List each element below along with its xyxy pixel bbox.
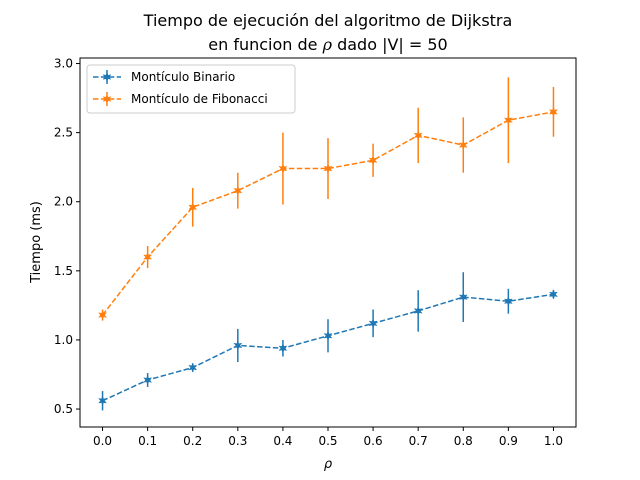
data-point xyxy=(548,289,558,300)
data-point xyxy=(548,106,558,118)
data-point xyxy=(323,330,333,342)
chart-title-prefix: en funcion de xyxy=(208,35,322,54)
series-1 xyxy=(98,77,558,321)
legend-entry-fibonacci: Montículo de Fibonacci xyxy=(93,92,268,106)
x-tick-label: 0.8 xyxy=(454,434,473,448)
data-point xyxy=(98,309,108,321)
x-axis: 0.0 0.1 0.2 0.3 0.4 0.5 0.6 0.7 0.8 0.9 1.0 xyxy=(93,427,563,448)
data-point xyxy=(368,155,378,166)
data-point xyxy=(278,342,288,354)
x-tick-label: 0.3 xyxy=(228,434,247,448)
y-tick-label: 1.0 xyxy=(54,333,73,347)
plot-marks xyxy=(98,77,558,411)
data-point xyxy=(98,395,108,406)
legend-marker xyxy=(102,71,112,83)
data-point xyxy=(368,318,378,329)
x-tick-label: 0.9 xyxy=(499,434,518,448)
data-point xyxy=(233,185,243,196)
x-tick-label: 0.4 xyxy=(273,434,292,448)
chart-title-suffix: dado |V| = 50 xyxy=(332,35,448,54)
x-axis-label: ρ xyxy=(324,457,333,472)
data-point xyxy=(143,374,153,386)
data-point xyxy=(233,340,243,351)
legend-label: Montículo Binario xyxy=(131,70,235,84)
data-point xyxy=(503,296,513,307)
data-point xyxy=(143,251,153,263)
data-point xyxy=(323,163,333,174)
chart-title-line1: Tiempo de ejecución del algoritmo de Dij… xyxy=(143,11,513,30)
axes-frame xyxy=(79,57,577,428)
x-tick-label: 0.2 xyxy=(183,434,202,448)
legend-label: Montículo de Fibonacci xyxy=(131,92,268,106)
y-tick-label: 0.5 xyxy=(54,402,73,416)
x-tick-label: 0.0 xyxy=(93,434,112,448)
data-point xyxy=(413,305,423,317)
x-tick-label: 0.7 xyxy=(409,434,428,448)
data-point xyxy=(458,291,468,303)
series-line xyxy=(101,111,554,316)
y-tick-label: 3.0 xyxy=(54,57,73,71)
legend-marker xyxy=(102,93,112,105)
legend-entry-binario: Montículo Binario xyxy=(93,70,235,84)
legend-box xyxy=(86,64,296,114)
data-point xyxy=(188,362,198,373)
x-tick-label: 1.0 xyxy=(544,434,563,448)
x-tick-label: 0.6 xyxy=(364,434,383,448)
legend: Montículo Binario Montículo de Fibonacci xyxy=(86,64,296,114)
y-axis: 0.5 1.0 1.5 2.0 2.5 3.0 xyxy=(54,57,80,416)
y-tick-label: 2.5 xyxy=(54,126,73,140)
data-point xyxy=(458,139,468,151)
y-tick-label: 1.5 xyxy=(54,264,73,278)
y-tick-label: 2.0 xyxy=(54,195,73,209)
chart-title-line2: en funcion de ρ dado |V| = 50 xyxy=(208,35,447,54)
data-point xyxy=(278,163,288,174)
x-tick-label: 0.1 xyxy=(138,434,157,448)
data-point xyxy=(503,114,513,126)
series-0 xyxy=(98,272,558,411)
chart-title-rho-symbol: ρ xyxy=(322,35,333,54)
y-axis-label: Tiempo (ms) xyxy=(29,201,44,284)
data-point xyxy=(413,130,423,141)
x-tick-label: 0.5 xyxy=(318,434,337,448)
data-point xyxy=(188,202,198,213)
